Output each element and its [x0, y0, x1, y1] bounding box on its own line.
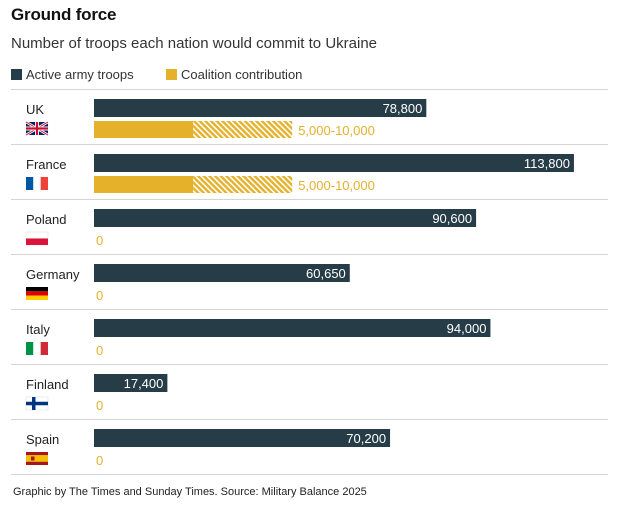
- chart-title: Ground force: [11, 5, 117, 24]
- coalition-value: 0: [96, 343, 103, 358]
- bar-row-spain: Spain 70,200 0: [11, 429, 608, 475]
- country-label: France: [26, 157, 66, 172]
- legend-label-coalition: Coalition contribution: [181, 66, 303, 82]
- finland-flag-icon: [25, 396, 49, 411]
- chart-subtitle: Number of troops each nation would commi…: [11, 35, 378, 52]
- active-bar: [94, 319, 491, 337]
- active-bar-value: 70,200: [346, 431, 386, 446]
- coalition-value: 0: [96, 398, 103, 413]
- active-bar-value: 113,800: [524, 156, 570, 171]
- country-label: Spain: [26, 432, 59, 447]
- poland-flag-icon: [25, 231, 49, 245]
- legend-swatch-active-army: [11, 68, 22, 80]
- footnote: Graphic by The Times and Sunday Times. S…: [13, 486, 367, 498]
- coalition-value: 0: [96, 288, 103, 303]
- active-bar: [94, 264, 350, 282]
- bar-row-france: France 113,800 5,000-10,000: [11, 154, 608, 200]
- active-bar-value: 78,800: [383, 101, 423, 116]
- country-label: Italy: [26, 322, 50, 337]
- coalition-value: 0: [96, 233, 103, 248]
- legend-item-coalition: Coalition contribution: [166, 66, 302, 82]
- italy-flag-icon: [26, 342, 48, 355]
- coalition-value: 0: [96, 453, 103, 468]
- country-label: UK: [26, 102, 44, 117]
- spain-flag-icon: [26, 452, 48, 465]
- country-label: Germany: [26, 267, 80, 282]
- active-bar: [94, 154, 574, 172]
- coalition-bar-range: [193, 121, 293, 138]
- country-label: Poland: [26, 212, 66, 227]
- coalition-value: 5,000-10,000: [298, 178, 375, 193]
- bar-row-uk: UK 78,800 5,000-10,000: [11, 99, 608, 145]
- coalition-bar-min: [94, 121, 194, 138]
- active-bar-value: 90,600: [432, 211, 472, 226]
- bar-chart: UK 78,800 5,000-10,000 France 113,800 5,000-1…: [11, 89, 608, 475]
- active-bar: [94, 374, 168, 392]
- bar-row-finland: Finland 17,400 0: [11, 374, 608, 420]
- uk-flag-icon: [25, 120, 49, 137]
- bar-row-poland: Poland 90,600 0: [11, 209, 608, 255]
- legend-label-active-army: Active army troops: [26, 66, 134, 82]
- coalition-value: 5,000-10,000: [298, 123, 375, 138]
- coalition-bar-min: [94, 176, 194, 193]
- bar-row-italy: Italy 94,000 0: [11, 319, 608, 365]
- active-bar-value: 17,400: [124, 376, 164, 391]
- active-bar-value: 94,000: [447, 321, 487, 336]
- germany-flag-icon: [26, 287, 48, 300]
- legend-item-active-army: Active army troops: [11, 66, 134, 82]
- active-bar: [94, 209, 477, 227]
- legend-swatch-coalition: [166, 68, 177, 80]
- active-bar: [94, 429, 391, 447]
- country-label: Finland: [26, 377, 69, 392]
- active-bar-value: 60,650: [306, 266, 346, 281]
- france-flag-icon: [26, 177, 48, 190]
- bar-row-germany: Germany 60,650 0: [11, 264, 608, 310]
- coalition-bar-range: [193, 176, 293, 193]
- active-bar: [94, 99, 427, 117]
